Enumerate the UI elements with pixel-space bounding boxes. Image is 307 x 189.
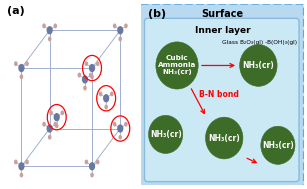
Circle shape (48, 36, 52, 41)
Text: Glass B₂O₃(gl) -B(OH)₃(gl): Glass B₂O₃(gl) -B(OH)₃(gl) (223, 40, 297, 45)
Circle shape (124, 23, 128, 28)
Text: NH₃(cr): NH₃(cr) (208, 134, 240, 143)
Circle shape (117, 124, 123, 133)
Text: NH₃(cr): NH₃(cr) (262, 141, 294, 150)
Circle shape (49, 110, 53, 115)
Circle shape (156, 42, 198, 89)
Circle shape (90, 173, 94, 177)
Circle shape (55, 123, 59, 128)
Circle shape (124, 122, 128, 127)
FancyBboxPatch shape (140, 4, 304, 187)
Circle shape (85, 61, 88, 66)
Text: NH₃(cr): NH₃(cr) (150, 130, 181, 139)
Circle shape (113, 23, 116, 28)
Circle shape (149, 115, 183, 153)
Circle shape (117, 26, 123, 34)
Circle shape (54, 113, 60, 121)
Circle shape (205, 117, 243, 159)
Circle shape (42, 23, 46, 28)
Text: (b): (b) (148, 9, 166, 19)
Circle shape (78, 73, 81, 77)
Text: B-N bond: B-N bond (199, 90, 239, 99)
Circle shape (82, 75, 88, 84)
Circle shape (14, 61, 17, 66)
Circle shape (47, 26, 53, 34)
Text: Inner layer: Inner layer (195, 26, 251, 35)
Circle shape (25, 160, 29, 164)
Circle shape (53, 23, 57, 28)
Circle shape (104, 105, 108, 109)
Circle shape (20, 173, 23, 177)
Text: (a): (a) (7, 6, 25, 16)
Circle shape (89, 73, 92, 77)
Circle shape (18, 162, 25, 170)
Circle shape (113, 122, 116, 127)
Circle shape (25, 61, 29, 66)
Circle shape (85, 160, 88, 164)
Circle shape (119, 135, 122, 140)
Circle shape (60, 110, 64, 115)
Circle shape (90, 74, 94, 79)
Circle shape (261, 126, 295, 164)
Circle shape (48, 135, 52, 140)
Circle shape (119, 36, 122, 41)
Circle shape (240, 45, 277, 86)
Circle shape (53, 122, 57, 127)
Circle shape (103, 94, 109, 102)
FancyBboxPatch shape (145, 18, 299, 182)
Circle shape (14, 160, 17, 164)
Text: Cubic
Ammonia
NH₃(cr): Cubic Ammonia NH₃(cr) (158, 55, 196, 75)
Circle shape (89, 162, 95, 170)
Circle shape (96, 61, 99, 66)
Circle shape (83, 86, 87, 91)
Circle shape (89, 64, 95, 72)
Text: NH₃(cr): NH₃(cr) (243, 61, 274, 70)
Circle shape (110, 91, 114, 96)
Circle shape (47, 124, 53, 133)
Circle shape (42, 122, 46, 127)
Circle shape (20, 74, 23, 79)
Text: Surface: Surface (201, 9, 244, 19)
Circle shape (18, 64, 25, 72)
Circle shape (99, 91, 102, 96)
Circle shape (96, 160, 99, 164)
